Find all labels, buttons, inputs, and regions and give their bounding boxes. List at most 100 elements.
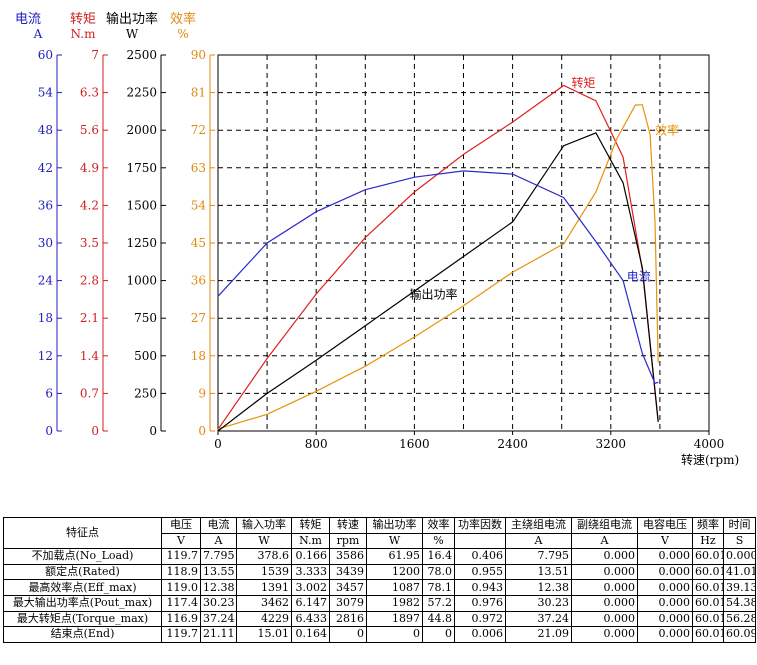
- table-cell: 54.38: [723, 594, 756, 612]
- table-cell: 13.51: [505, 563, 572, 581]
- table-cell: 3079: [329, 594, 367, 612]
- axis-tick-label-current: 36: [38, 198, 53, 212]
- table-cell: 0.000: [637, 594, 693, 612]
- table-cell: 0.000: [571, 626, 638, 643]
- table-unit-cell: rpm: [329, 532, 367, 550]
- table-cell: 1391: [236, 579, 292, 596]
- axis-tick-label-torque: 7: [91, 48, 99, 62]
- feature-point-name: 最大转矩点(Torque_max): [3, 610, 162, 628]
- axis-tick-label-torque: 5.6: [80, 123, 99, 137]
- table-unit-cell: A: [505, 532, 572, 550]
- table-cell: 60.01: [692, 579, 724, 596]
- axis-tick-label-power: 2250: [126, 86, 157, 100]
- table-unit-cell: N.m: [291, 532, 330, 550]
- axis-tick-label-efficiency: 90: [191, 48, 206, 62]
- table-cell: 1539: [236, 563, 292, 581]
- table-cell: 7.795: [200, 548, 237, 565]
- table-header-cell: 频率: [692, 517, 724, 534]
- table-cell: 0.000: [637, 626, 693, 643]
- table-header-cell: 转速: [329, 517, 367, 534]
- feature-point-name: 结束点(End): [3, 626, 162, 643]
- axis-tick-label-power: 250: [134, 386, 157, 400]
- axis-tick-label-power: 1750: [126, 161, 157, 175]
- table-header-cell: 副绕组电流: [571, 517, 638, 534]
- table-unit-row: V A W N.m rpm W% A A V Hz S: [4, 532, 756, 550]
- table-header-cell: 电容电压: [637, 517, 693, 534]
- table-unit-cell: V: [161, 532, 201, 550]
- series-label-torque: 转矩: [572, 75, 596, 90]
- axis-tick-label-power: 750: [134, 311, 157, 325]
- table-unit-cell: [454, 532, 506, 550]
- table-unit-cell: W: [236, 532, 292, 550]
- table-cell: 30.23: [200, 594, 237, 612]
- table-row: 最大输出功率点(Pout_max) 117.4 30.23 3462 6.147 3079…: [3, 594, 756, 612]
- table-cell: 117.4: [161, 594, 201, 612]
- table-cell: 15.01: [236, 626, 292, 643]
- axis-title-power: 输出功率: [106, 11, 158, 27]
- axis-tick-label-current: 48: [38, 123, 53, 137]
- table-cell: 378.6: [236, 548, 292, 565]
- axis-tick-label-power: 1000: [126, 274, 157, 288]
- table-cell: 118.9: [161, 563, 201, 581]
- table-cell: 60.01: [692, 548, 724, 565]
- table-cell: 0.000: [637, 579, 693, 596]
- table-cell: 0.000: [571, 610, 638, 628]
- table-unit-cell: S: [723, 532, 756, 550]
- axis-tick-label-current: 6: [45, 386, 53, 400]
- axis-tick-label-efficiency: 45: [191, 236, 206, 250]
- axis-tick-label-current: 12: [38, 349, 53, 363]
- table-cell: 41.01: [723, 563, 756, 581]
- table-cell: 78.0: [422, 563, 455, 581]
- table-cell: 7.795: [505, 548, 572, 565]
- table-cell: 4229: [236, 610, 292, 628]
- axis-tick-label-power: 1500: [126, 198, 157, 212]
- axis-tick-label-efficiency: 27: [191, 311, 206, 325]
- axis-tick-label-current: 30: [38, 236, 53, 250]
- axis-tick-label-power: 1250: [126, 236, 157, 250]
- axis-tick-label-power: 2000: [126, 123, 157, 137]
- table-row: 不加载点(No_Load) 119.7 7.795 378.6 0.166 3586 61.…: [3, 548, 756, 565]
- axis-tick-label-torque: 0.7: [80, 386, 99, 400]
- table-cell: 0.006: [454, 626, 506, 643]
- table-cell: 0.166: [291, 548, 330, 565]
- axis-tick-label-current: 60: [38, 48, 53, 62]
- feature-point-name: 额定点(Rated): [3, 563, 162, 581]
- axis-tick-label-efficiency: 18: [191, 349, 206, 363]
- x-tick-label: 3200: [596, 437, 627, 451]
- table-cell: 0.000: [571, 563, 638, 581]
- table-cell: 61.95: [366, 548, 423, 565]
- table-cell: 56.28: [723, 610, 756, 628]
- axis-title-current: 电流: [15, 12, 41, 27]
- axis-title-torque: 转矩: [70, 12, 96, 27]
- table-header-cell: 电流: [200, 517, 237, 534]
- axis-unit-current: A: [33, 27, 43, 41]
- table-cell: 60.01: [692, 563, 724, 581]
- table-cell: 60.09: [723, 626, 756, 643]
- feature-point-name: 最高效率点(Eff_max): [3, 579, 162, 596]
- axis-tick-label-current: 54: [38, 86, 54, 100]
- table-header-cell: 电压: [161, 517, 201, 534]
- table-header-cell: 特征点: [3, 516, 162, 550]
- axis-tick-label-current: 18: [38, 311, 53, 325]
- axis-tick-label-power: 2500: [126, 48, 157, 62]
- table-cell: 0: [422, 626, 455, 643]
- table-row: 最高效率点(Eff_max) 119.0 12.38 1391 3.002 3457 108…: [3, 579, 756, 596]
- feature-point-name: 不加载点(No_Load): [3, 548, 162, 565]
- table-cell: 57.2: [422, 594, 455, 612]
- table-cell: 119.7: [161, 548, 201, 565]
- table-cell: 119.0: [161, 579, 201, 596]
- table-cell: 0.955: [454, 563, 506, 581]
- axis-tick-label-current: 24: [38, 274, 54, 288]
- table-cell: 0: [366, 626, 423, 643]
- table-cell: 30.23: [505, 594, 572, 612]
- axis-tick-label-power: 500: [134, 349, 157, 363]
- table-header-cell: 转矩: [291, 517, 330, 534]
- axis-tick-label-power: 0: [149, 424, 157, 438]
- table-cell: 0.000: [637, 610, 693, 628]
- series-line-efficiency: [217, 104, 659, 430]
- table-cell: 3439: [329, 563, 367, 581]
- table-cell: 0.943: [454, 579, 506, 596]
- table-cell: 3.002: [291, 579, 330, 596]
- axis-tick-label-torque: 3.5: [80, 236, 99, 250]
- axis-tick-label-current: 42: [38, 161, 53, 175]
